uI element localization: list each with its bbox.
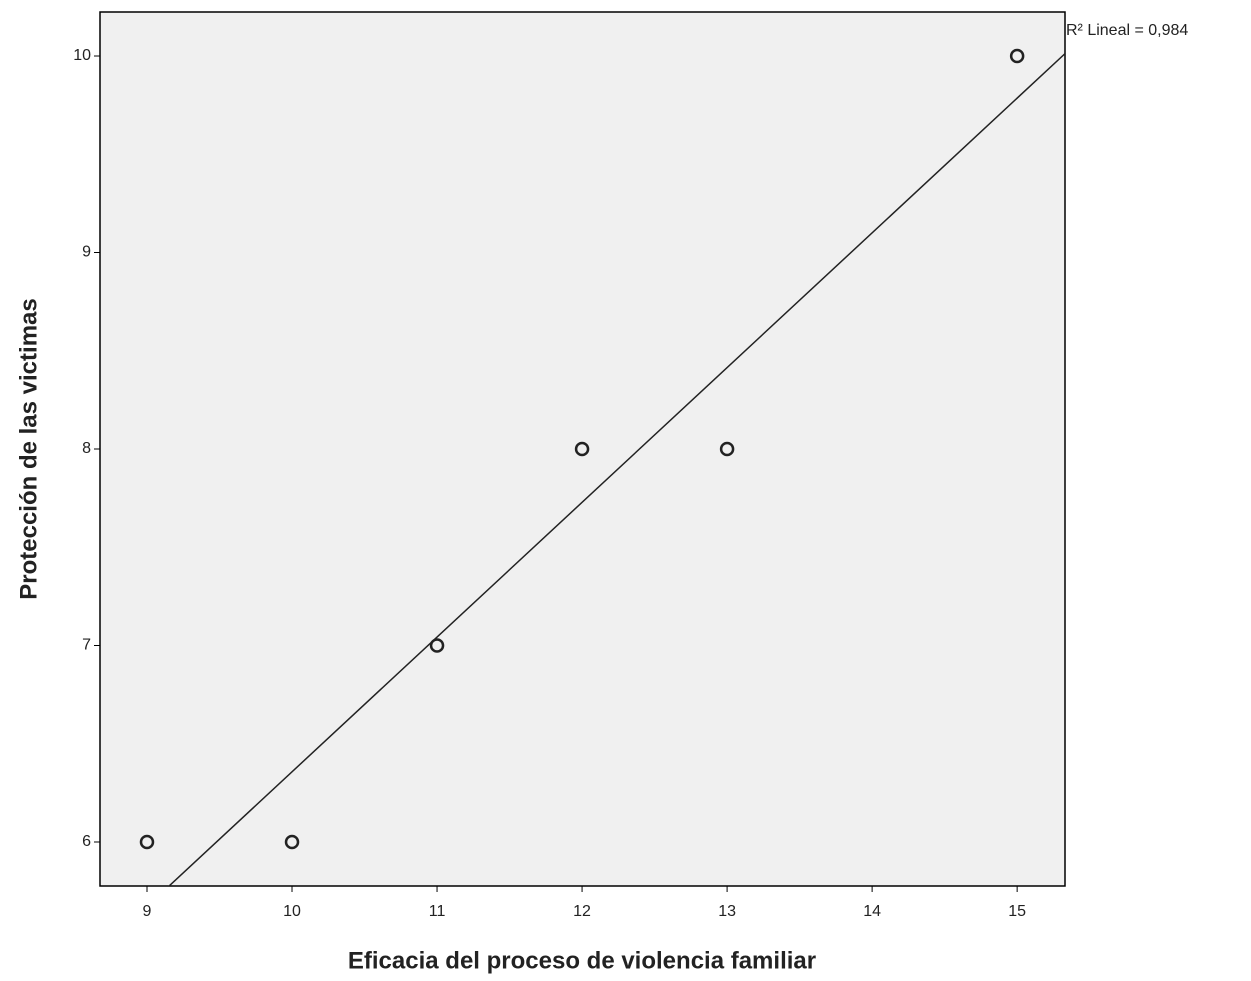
x-tick-label: 13 <box>718 903 736 920</box>
x-tick-label: 9 <box>143 903 152 920</box>
fit-line <box>168 53 1065 886</box>
y-tick-label: 9 <box>82 244 91 261</box>
point <box>139 834 155 850</box>
x-tick-label: 12 <box>573 903 591 920</box>
y-tick-label: 7 <box>82 637 91 654</box>
x-tick-label: 14 <box>863 903 881 920</box>
x-axis-title: Eficacia del proceso de violencia famili… <box>348 947 816 974</box>
x-tick-label: 15 <box>1008 903 1026 920</box>
plot-area <box>99 11 1066 887</box>
r2-annotation: R² Lineal = 0,984 <box>1066 22 1188 39</box>
y-tick-label: 6 <box>82 833 91 850</box>
point <box>574 441 590 457</box>
point <box>1009 48 1025 64</box>
point <box>429 638 445 653</box>
point <box>719 441 735 457</box>
y-tick-label: 8 <box>82 440 91 457</box>
y-tick-label: 10 <box>73 47 91 64</box>
y-axis-title: Protección de las victimas <box>15 298 42 599</box>
x-tick-label: 10 <box>283 903 301 920</box>
point <box>284 834 300 850</box>
x-tick-label: 11 <box>429 903 446 920</box>
marks <box>139 48 1065 886</box>
